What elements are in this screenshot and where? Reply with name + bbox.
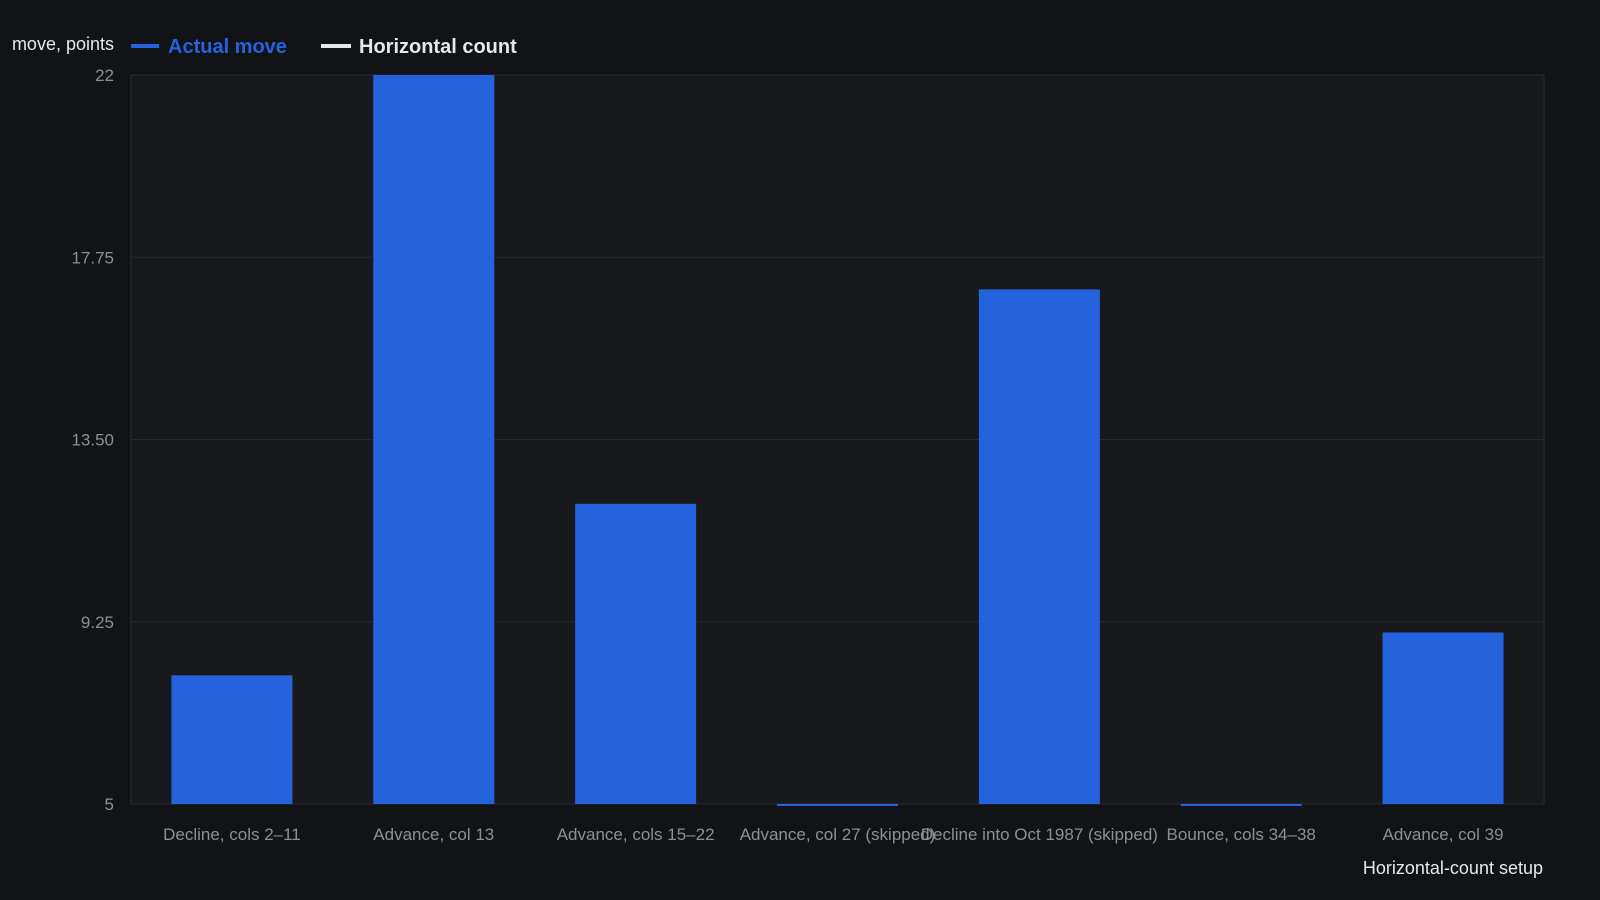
bar — [575, 503, 697, 804]
bar — [978, 289, 1100, 805]
bar — [171, 675, 293, 804]
bar — [1180, 804, 1302, 806]
bar — [1382, 632, 1504, 804]
legend-label-actual-move: Actual move — [168, 36, 287, 58]
y-tick-label: 22 — [95, 66, 114, 85]
bar — [777, 804, 898, 806]
x-tick-label: Advance, col 13 — [373, 825, 494, 844]
y-axis-title: move, points — [12, 34, 114, 54]
y-tick-label: 9.25 — [81, 613, 114, 632]
legend-label-horizontal-count: Horizontal count — [359, 36, 517, 58]
y-tick-label: 5 — [105, 795, 114, 814]
legend: Actual move Horizontal count — [131, 36, 517, 58]
x-axis-title: Horizontal-count setup — [1363, 858, 1543, 878]
bar — [373, 75, 495, 804]
x-tick-label: Decline, cols 2–11 — [163, 825, 301, 844]
y-tick-label: 17.75 — [71, 248, 114, 267]
y-axis-ticks: 5 9.25 13.50 17.75 22 — [71, 66, 114, 814]
y-tick-label: 13.50 — [71, 431, 114, 450]
x-axis-ticks: Decline, cols 2–11 Advance, col 13 Advance… — [163, 825, 1503, 844]
bars — [171, 75, 1504, 806]
x-tick-label: Advance, cols 15–22 — [557, 825, 715, 844]
x-tick-label: Advance, col 27 (skipped) — [740, 825, 936, 844]
x-tick-label: Advance, col 39 — [1383, 825, 1504, 844]
grid-lines — [131, 256, 1544, 623]
x-tick-label: Decline into Oct 1987 (skipped) — [921, 825, 1158, 844]
x-tick-label: Bounce, cols 34–38 — [1167, 825, 1316, 844]
